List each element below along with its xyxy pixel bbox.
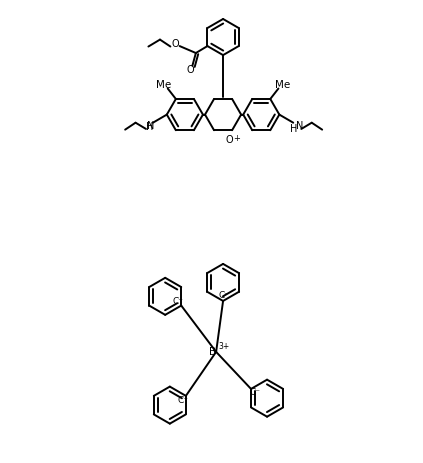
Text: O: O xyxy=(225,135,233,145)
Text: C⁻: C⁻ xyxy=(218,291,229,300)
Text: C⁻: C⁻ xyxy=(173,297,184,306)
Text: H: H xyxy=(146,122,154,132)
Text: C⁻: C⁻ xyxy=(177,396,188,405)
Text: +: + xyxy=(233,134,240,143)
Text: 3+: 3+ xyxy=(219,342,230,350)
Text: B: B xyxy=(209,347,216,357)
Text: Me: Me xyxy=(275,80,290,90)
Text: Me: Me xyxy=(156,80,171,90)
Text: N: N xyxy=(296,121,303,131)
Text: O: O xyxy=(187,65,195,75)
Text: N: N xyxy=(147,121,155,131)
Text: C⁻: C⁻ xyxy=(249,388,260,397)
Text: O: O xyxy=(172,39,179,49)
Text: H: H xyxy=(290,124,297,134)
